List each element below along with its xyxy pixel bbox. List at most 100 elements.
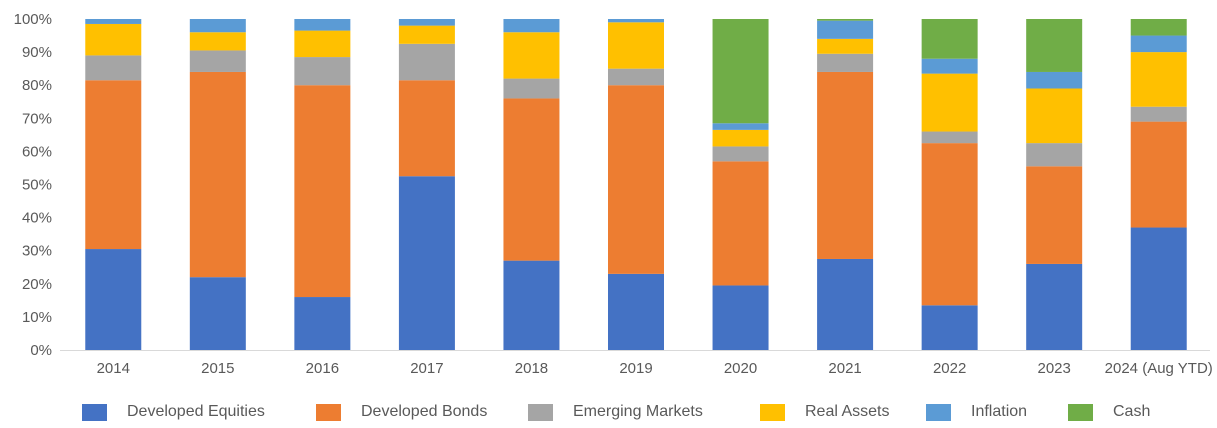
bar-segment — [921, 143, 978, 306]
legend-label: Inflation — [971, 403, 1028, 420]
legend-swatch — [82, 403, 107, 421]
bar-segment — [189, 19, 246, 33]
bar-segment — [1026, 263, 1083, 350]
legend-swatch — [926, 403, 951, 421]
bar-segment — [921, 58, 978, 74]
x-tick-label: 2022 — [933, 360, 966, 377]
bar-segment — [1130, 121, 1187, 228]
legend-swatch — [760, 403, 785, 421]
x-tick-label: 2021 — [828, 360, 861, 377]
bar-segment — [85, 80, 142, 250]
bar-segment — [189, 32, 246, 51]
bar-segment — [921, 73, 978, 132]
bar-segment — [294, 57, 351, 86]
bar-segment — [921, 305, 978, 350]
legend-swatch — [316, 403, 341, 421]
legend-swatch — [1068, 403, 1093, 421]
bar-segment — [608, 68, 664, 86]
bar-segment — [398, 80, 455, 177]
bar-segment — [712, 285, 769, 350]
x-tick-label: 2019 — [619, 360, 652, 377]
bar-segment — [817, 38, 874, 54]
x-tick-label: 2023 — [1037, 360, 1070, 377]
legend-swatch — [528, 403, 553, 421]
bar-segment — [189, 277, 246, 350]
x-tick-label: 2017 — [410, 360, 443, 377]
bar-segment — [294, 297, 351, 350]
y-tick-label: 50% — [22, 177, 52, 194]
bar-segment — [1130, 19, 1187, 36]
bar-segment — [398, 176, 455, 350]
bar-segment — [921, 131, 978, 144]
bar-segment — [1026, 143, 1083, 167]
y-tick-label: 60% — [22, 143, 52, 160]
bar-segment — [294, 30, 351, 58]
bar-segment — [1130, 35, 1187, 53]
bar-segment — [712, 129, 769, 147]
y-tick-label: 20% — [22, 276, 52, 293]
bar-segment — [608, 273, 664, 350]
stacked-bar-chart: 0% 10% 20% 30% 40% 50% 60% 70% 80% 90% 100% 2014 201… — [14, 11, 1213, 377]
legend-label: Cash — [1113, 403, 1151, 420]
bar-segment — [608, 85, 664, 274]
legend-item: Developed Bonds — [316, 403, 487, 421]
bar-segment — [817, 20, 874, 39]
bar-segment — [85, 55, 142, 81]
bar-segment — [1026, 88, 1083, 144]
legend-item: Real Assets — [760, 403, 889, 421]
bar-segment — [712, 19, 769, 124]
chart-legend: Developed Equities Developed Bonds Emergin… — [0, 403, 1217, 425]
legend-label: Developed Bonds — [361, 403, 488, 420]
bar-segment — [503, 32, 560, 79]
bar-segment — [85, 23, 142, 56]
bar-segment — [503, 98, 560, 261]
legend-label: Emerging Markets — [573, 403, 703, 420]
x-tick-label: 2016 — [306, 360, 339, 377]
bar-segment — [1130, 52, 1187, 107]
bar-segment — [1130, 227, 1187, 350]
y-tick-label: 30% — [22, 243, 52, 260]
bar-segment — [294, 85, 351, 298]
bar-segment — [85, 249, 142, 350]
legend-item: Emerging Markets — [528, 403, 703, 421]
legend-item: Inflation — [926, 403, 1027, 421]
bar-segment — [817, 53, 874, 72]
bar-segment — [85, 19, 142, 24]
bar-segment — [921, 19, 978, 59]
bar-segment — [1026, 71, 1083, 89]
y-tick-label: 0% — [30, 342, 52, 359]
bar-segment — [1130, 106, 1187, 122]
bar-segment — [608, 19, 664, 23]
y-tick-label: 10% — [22, 309, 52, 326]
bar-segment — [817, 71, 874, 259]
bar-segment — [189, 71, 246, 278]
y-tick-label: 80% — [22, 77, 52, 94]
bar-segment — [608, 22, 664, 69]
y-tick-label: 100% — [14, 11, 52, 28]
x-tick-label: 2015 — [201, 360, 234, 377]
bar-segment — [398, 43, 455, 81]
bar-segment — [398, 25, 455, 44]
x-tick-label: 2024 (Aug YTD) — [1105, 360, 1213, 377]
bar-segment — [503, 19, 560, 33]
bar-segment — [294, 19, 351, 31]
legend-item: Developed Equities — [82, 403, 265, 421]
legend-label: Developed Equities — [127, 403, 265, 420]
bar-segment — [817, 19, 874, 21]
bar-segment — [503, 260, 560, 350]
bar-segment — [712, 123, 769, 130]
bar-segment — [712, 146, 769, 162]
bar-segment — [189, 50, 246, 72]
bar-segment — [503, 78, 560, 99]
legend-item: Cash — [1068, 403, 1150, 421]
x-tick-label: 2020 — [724, 360, 757, 377]
x-tick-label: 2014 — [97, 360, 130, 377]
bar-segment — [817, 258, 874, 350]
legend-label: Real Assets — [805, 403, 890, 420]
y-tick-label: 70% — [22, 110, 52, 127]
y-tick-label: 40% — [22, 210, 52, 227]
bar-segment — [1026, 19, 1083, 72]
bar-segment — [1026, 166, 1083, 264]
bar-segment — [712, 161, 769, 286]
x-tick-label: 2018 — [515, 360, 548, 377]
